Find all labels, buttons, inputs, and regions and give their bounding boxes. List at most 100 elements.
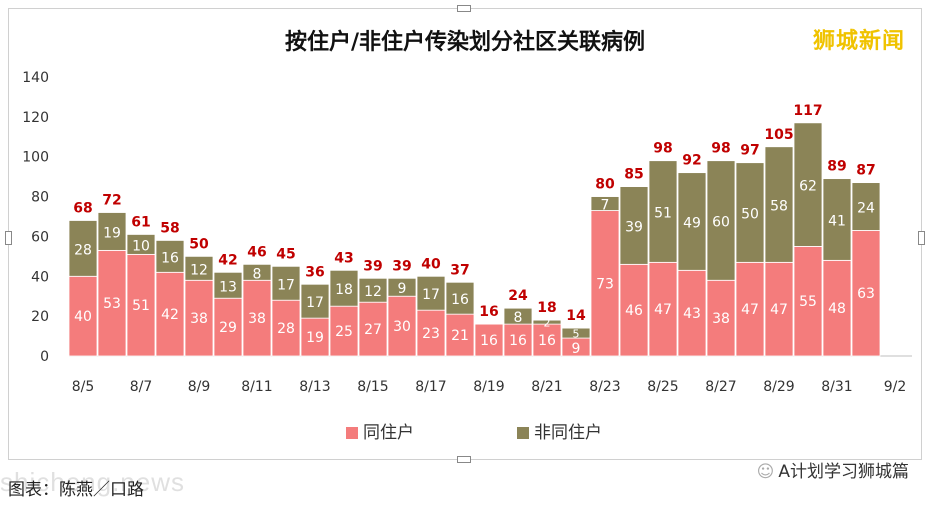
data-label-non-resident: 5	[573, 328, 580, 341]
data-label-total: 40	[421, 256, 441, 272]
data-label-resident: 16	[480, 333, 498, 349]
bar-non-resident	[155, 240, 185, 273]
x-tick-label: 8/31	[821, 379, 852, 395]
bar-resident	[793, 245, 823, 357]
data-label-resident: 30	[393, 319, 411, 335]
bar-resident	[68, 275, 98, 357]
data-label-total: 117	[793, 103, 822, 119]
data-label-total: 98	[711, 141, 730, 157]
data-label-non-resident: 58	[770, 199, 788, 215]
data-label-resident: 16	[538, 333, 556, 349]
bar-non-resident	[97, 212, 127, 251]
data-label-non-resident: 12	[190, 262, 208, 278]
bar-resident	[764, 261, 794, 357]
x-tick-label: 8/9	[188, 379, 211, 395]
data-label-resident: 19	[306, 330, 324, 346]
bar-resident	[648, 261, 678, 357]
bar-non-resident	[68, 220, 98, 277]
data-label-non-resident: 28	[74, 242, 92, 258]
data-label-non-resident: 24	[857, 201, 875, 217]
data-label-non-resident: 9	[398, 281, 407, 297]
data-label-total: 16	[479, 304, 498, 320]
resize-handle-left[interactable]	[5, 231, 12, 245]
data-label-non-resident: 10	[132, 238, 150, 254]
data-label-total: 72	[102, 193, 121, 209]
data-label-resident: 21	[451, 328, 469, 344]
resize-handle-top[interactable]	[457, 5, 471, 12]
bar-non-resident	[851, 182, 881, 231]
bar-non-resident	[706, 160, 736, 281]
bar-non-resident	[126, 234, 156, 255]
y-tick-label: 80	[31, 190, 49, 206]
data-label-resident: 27	[364, 322, 382, 338]
data-label-total: 87	[856, 163, 875, 179]
data-label-total: 46	[247, 244, 266, 260]
data-label-resident: 42	[161, 307, 179, 323]
legend-swatch-non-resident	[517, 427, 529, 439]
bar-non-resident	[532, 319, 562, 325]
bar-resident	[184, 279, 214, 357]
data-label-resident: 25	[335, 324, 353, 340]
bar-resident	[271, 299, 301, 357]
bar-non-resident	[358, 277, 388, 303]
x-tick-label: 8/27	[705, 379, 736, 395]
data-label-resident: 73	[596, 276, 614, 292]
data-label-non-resident: 2	[544, 317, 551, 330]
data-label-non-resident: 8	[253, 266, 262, 282]
bar-resident	[822, 259, 852, 357]
data-label-non-resident: 12	[364, 284, 382, 300]
bar-non-resident	[300, 283, 330, 319]
bar-resident	[503, 323, 533, 357]
data-label-non-resident: 17	[306, 295, 324, 311]
data-label-total: 24	[508, 288, 528, 304]
x-tick-label: 8/19	[473, 379, 504, 395]
bar-resident	[155, 271, 185, 357]
bar-resident	[851, 230, 881, 357]
data-label-non-resident: 16	[451, 292, 469, 308]
data-label-non-resident: 16	[161, 250, 179, 266]
data-label-total: 61	[131, 214, 150, 230]
bar-resident	[329, 305, 359, 357]
data-label-resident: 16	[509, 333, 527, 349]
bar-non-resident	[764, 146, 794, 263]
bar-non-resident	[822, 178, 852, 261]
x-tick-label: 8/17	[415, 379, 446, 395]
data-label-total: 37	[450, 262, 469, 278]
bar-resident	[677, 269, 707, 357]
bar-non-resident	[503, 307, 533, 325]
bar-non-resident	[213, 271, 243, 299]
chart-frame: 按住户/非住户传染划分社区关联病例 0 20 40 60 80 100 120 140 40 28 6…	[5, 5, 925, 463]
data-label-total: 92	[682, 153, 701, 169]
data-label-non-resident: 19	[103, 225, 121, 241]
bar-resident	[706, 279, 736, 357]
data-label-total: 98	[653, 141, 672, 157]
data-label-non-resident: 62	[799, 179, 817, 195]
data-label-non-resident: 49	[683, 215, 701, 231]
chart-canvas: 按住户/非住户传染划分社区关联病例02040608010012014040286…	[22, 29, 912, 443]
bar-non-resident	[184, 255, 214, 281]
footer-account: ☺ A计划学习狮城篇	[757, 457, 909, 482]
data-label-total: 50	[189, 236, 209, 252]
legend-swatch-resident	[346, 427, 358, 439]
y-tick-label: 20	[31, 309, 49, 325]
bar-resident	[242, 279, 272, 357]
bar-non-resident	[416, 275, 446, 311]
data-label-non-resident: 13	[219, 279, 237, 295]
data-label-total: 42	[218, 252, 237, 268]
data-label-resident: 47	[654, 302, 672, 318]
data-label-resident: 9	[572, 341, 581, 357]
data-label-resident: 28	[277, 321, 295, 337]
bar-non-resident	[648, 160, 678, 263]
data-label-resident: 38	[712, 311, 730, 327]
resize-handle-right[interactable]	[918, 231, 925, 245]
data-label-non-resident: 41	[828, 213, 846, 229]
data-label-non-resident: 39	[625, 219, 643, 235]
chart-title: 按住户/非住户传染划分社区关联病例	[285, 29, 645, 55]
resize-handle-bottom[interactable]	[457, 456, 471, 463]
data-label-total: 39	[363, 258, 382, 274]
wechat-icon: ☺	[756, 462, 775, 482]
bar-resident	[213, 297, 243, 357]
x-tick-label: 8/13	[299, 379, 330, 395]
x-tick-label: 8/15	[357, 379, 388, 395]
data-label-resident: 29	[219, 320, 237, 336]
